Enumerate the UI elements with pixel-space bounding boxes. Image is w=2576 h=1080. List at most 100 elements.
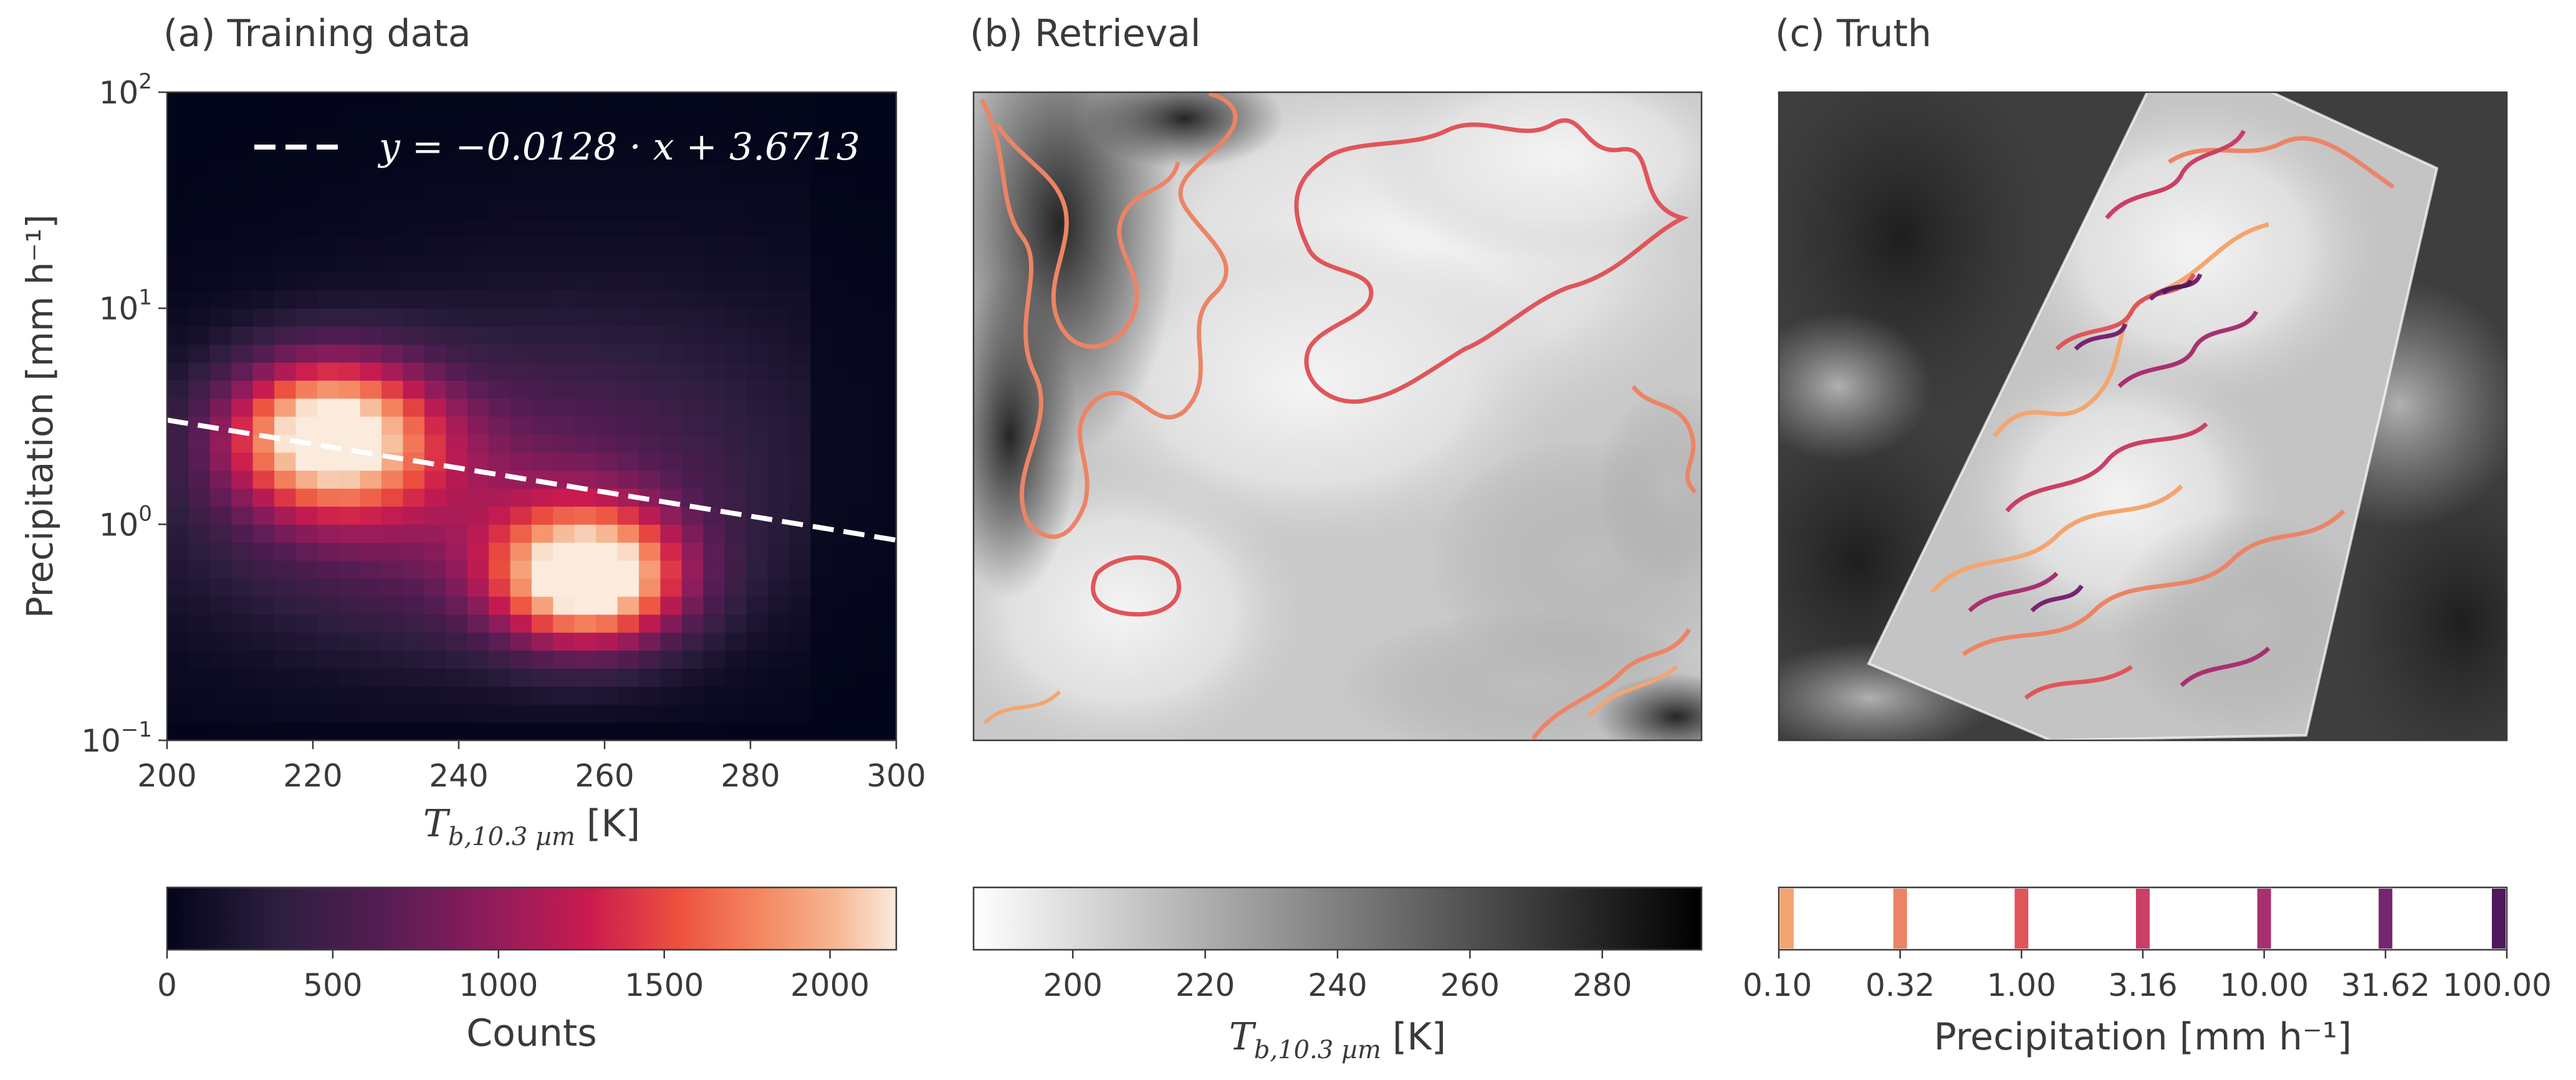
heatmap-cell (295, 218, 318, 237)
heatmap-cell (810, 542, 833, 561)
heatmap-cell (338, 452, 361, 471)
heatmap-cell (338, 92, 361, 111)
heatmap-cell (274, 524, 297, 543)
heatmap-cell (639, 92, 661, 111)
heatmap-cell (788, 362, 811, 381)
heatmap-cell (188, 650, 211, 669)
heatmap-cell (831, 560, 854, 579)
precip-level-swatch (1780, 889, 1794, 949)
heatmap-cell (381, 470, 404, 489)
heatmap-cell (209, 254, 232, 273)
heatmap-cell (596, 398, 618, 417)
heatmap-cell (167, 146, 189, 165)
heatmap-cell (724, 524, 747, 543)
heatmap-cell (231, 218, 254, 237)
heatmap-cell (167, 686, 189, 705)
heatmap-cell (767, 632, 790, 651)
y-axis-label: Precipitation [mm h⁻¹] (19, 214, 61, 618)
heatmap-cell (532, 686, 554, 705)
heatmap-cell (274, 686, 297, 705)
heatmap-cell (274, 218, 297, 237)
heatmap-cell (209, 182, 232, 201)
heatmap-cell (231, 398, 254, 417)
heatmap-cell (639, 254, 661, 273)
heatmap-cell (724, 362, 747, 381)
heatmap-cell (317, 542, 339, 561)
heatmap-cell (317, 614, 339, 633)
heatmap-cell (381, 362, 404, 381)
retrieval-image (974, 92, 1702, 740)
heatmap-cell (574, 272, 596, 291)
heatmap-cell (167, 560, 189, 579)
heatmap-cell (810, 560, 833, 579)
heatmap-cell (338, 344, 361, 363)
heatmap-cell (209, 596, 232, 615)
heatmap-cell (660, 218, 682, 237)
heatmap-cell (360, 344, 382, 363)
temperature-colorbar-tick-label: 260 (1440, 967, 1500, 1003)
x-axis-label: Tb,10.3 µm [K] (423, 802, 640, 851)
heatmap-cell (489, 452, 511, 471)
heatmap-cell (617, 398, 639, 417)
heatmap-cell (553, 722, 575, 740)
heatmap-cell (810, 200, 833, 219)
heatmap-cell (831, 92, 854, 111)
heatmap-cell (467, 218, 489, 237)
counts-colorbar-tick-label: 2000 (790, 967, 869, 1003)
panel-c-frame (1778, 91, 2508, 742)
heatmap-cell (767, 218, 790, 237)
heatmap-cell (553, 308, 575, 327)
heatmap-cell (338, 416, 361, 435)
heatmap-cell (724, 722, 747, 740)
heatmap-cell (231, 524, 254, 543)
panel-c-title: (c) Truth (1775, 12, 1932, 55)
heatmap-cell (381, 596, 404, 615)
heatmap-cell (853, 362, 876, 381)
heatmap-cell (381, 290, 404, 309)
heatmap-cell (403, 398, 425, 417)
heatmap-cell (681, 290, 704, 309)
heatmap-cell (746, 542, 768, 561)
heatmap-cell (188, 398, 211, 417)
heatmap-cell (231, 380, 254, 399)
heatmap-cell (767, 434, 790, 453)
heatmap-cell (703, 560, 725, 579)
heatmap-cell (788, 524, 811, 543)
heatmap-cell (338, 578, 361, 597)
heatmap-cell (831, 470, 854, 489)
heatmap-cell (574, 560, 596, 579)
heatmap-cell (295, 524, 318, 543)
heatmap-cell (596, 236, 618, 255)
heatmap-cell (231, 470, 254, 489)
heatmap-cell (853, 380, 876, 399)
heatmap-cell (424, 668, 446, 687)
colorbar-counts (166, 886, 898, 951)
heatmap-cell (639, 470, 661, 489)
heatmap-cell (681, 362, 704, 381)
heatmap-cell (596, 704, 618, 723)
heatmap-cell (274, 722, 297, 740)
heatmap-cell (338, 290, 361, 309)
heatmap-cell (724, 92, 747, 111)
heatmap-cell (317, 560, 339, 579)
heatmap-cell (831, 416, 854, 435)
heatmap-cell (167, 614, 189, 633)
heatmap-cell (274, 542, 297, 561)
heatmap-cell (446, 146, 468, 165)
heatmap-cell (681, 416, 704, 435)
heatmap-cell (874, 578, 896, 597)
heatmap-cell (360, 110, 382, 129)
heatmap-cell (360, 506, 382, 525)
heatmap-cell (681, 164, 704, 183)
heatmap-cell (724, 452, 747, 471)
heatmap-cell (252, 218, 275, 237)
heatmap-cell (681, 182, 704, 201)
heatmap-cell (489, 416, 511, 435)
heatmap-cell (424, 470, 446, 489)
heatmap-cell (231, 488, 254, 507)
heatmap-cell (831, 632, 854, 651)
heatmap-cell (403, 164, 425, 183)
heatmap-cell (788, 542, 811, 561)
heatmap-cell (724, 200, 747, 219)
heatmap-cell (810, 452, 833, 471)
